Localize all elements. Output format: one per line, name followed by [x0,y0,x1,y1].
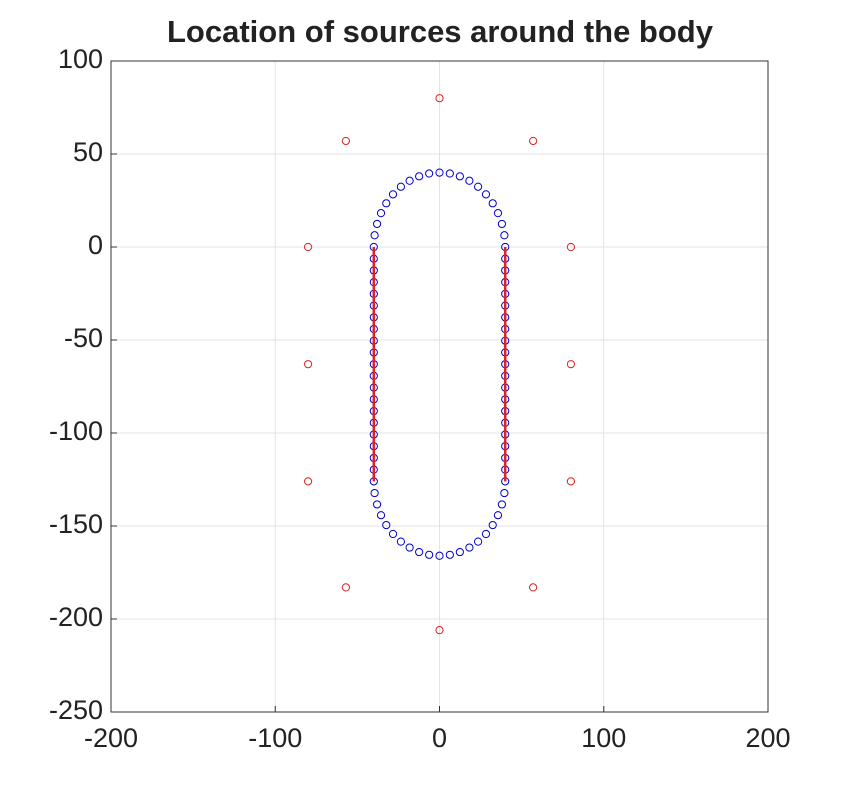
point [465,176,474,185]
point [566,477,576,486]
point [376,209,386,218]
point [372,219,382,229]
point [388,190,398,199]
y-tick-label: -150 [49,509,103,539]
x-tick-label: 100 [581,723,626,753]
chart-title: Location of sources around the body [167,14,714,49]
point [488,199,497,208]
x-tick-label: -200 [84,723,138,753]
point [455,172,464,181]
point [566,360,576,369]
point [415,172,424,181]
point [370,231,379,240]
point [425,550,434,559]
point [445,169,454,178]
point [445,550,454,559]
point [493,209,503,218]
point [435,94,444,103]
point [372,500,382,509]
x-tick-label: 200 [745,723,790,753]
y-tick-label: -200 [49,602,103,632]
point [435,626,444,635]
point [481,190,491,199]
point [382,199,391,208]
point [473,182,483,191]
point [481,529,491,539]
y-tick-label: -250 [49,695,103,725]
point [341,583,350,592]
point [529,583,538,592]
point [435,551,444,560]
point [497,219,507,229]
point [388,529,398,539]
point [304,360,313,369]
point [382,520,391,530]
y-tick-label: 100 [58,44,103,74]
point [493,511,503,520]
point [396,537,406,546]
x-tick-label: -100 [248,723,302,753]
point [465,543,474,552]
point [304,477,313,486]
point [376,511,386,520]
y-tick-label: 50 [73,137,103,167]
plot-frame [110,60,769,713]
x-tick-label: 0 [432,723,447,753]
point [304,242,313,252]
point [370,488,379,498]
y-tick-label: 0 [88,230,103,260]
point [435,168,444,177]
point [529,136,538,146]
point [405,176,414,185]
point [497,500,507,509]
point [500,231,509,240]
point [455,547,464,557]
point [488,520,497,530]
point [341,136,350,146]
point [396,182,406,191]
point [473,537,483,546]
point [500,488,509,498]
y-tick-label: -100 [49,416,103,446]
point [566,242,576,252]
point [405,543,414,552]
point [425,169,434,178]
y-tick-label: -50 [64,323,103,353]
point [415,547,424,557]
